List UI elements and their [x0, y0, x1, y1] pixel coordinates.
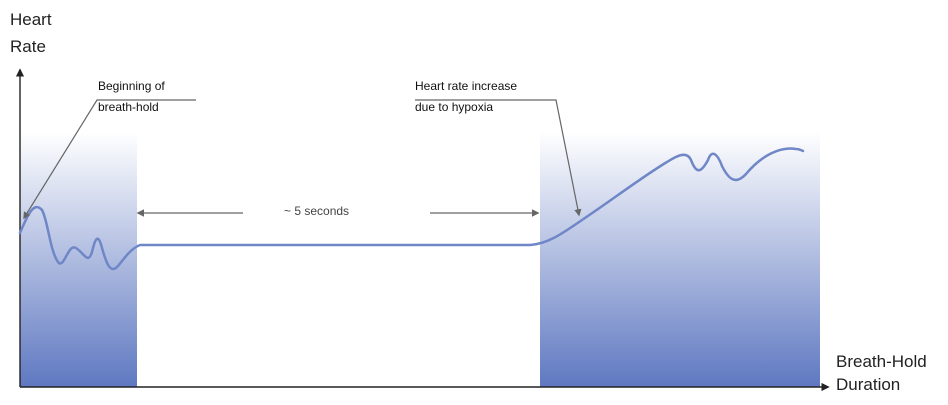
hypoxia-annotation-line-1: Heart rate increase — [415, 79, 518, 93]
y-axis-label-line-2: Rate — [10, 37, 46, 56]
y-axis-label-line-1: Heart — [10, 10, 52, 29]
x-axis-label-line-2: Duration — [836, 375, 901, 394]
hypoxia-annotation-line-2: due to hypoxia — [415, 100, 494, 114]
duration-label: ~ 5 seconds — [284, 204, 350, 218]
beginning-annotation-leader — [23, 99, 196, 220]
heart-rate-curve — [18, 147, 805, 271]
x-axis-label-line-1: Breath-Hold — [836, 352, 927, 371]
beginning-annotation-line-1: Beginning of — [98, 79, 165, 93]
beginning-annotation-line-2: breath-hold — [98, 100, 159, 114]
hypoxia-annotation-leader — [415, 99, 582, 217]
hypoxia-shaded-region — [540, 132, 820, 387]
pre-breath-hold-shaded-region — [20, 132, 137, 387]
